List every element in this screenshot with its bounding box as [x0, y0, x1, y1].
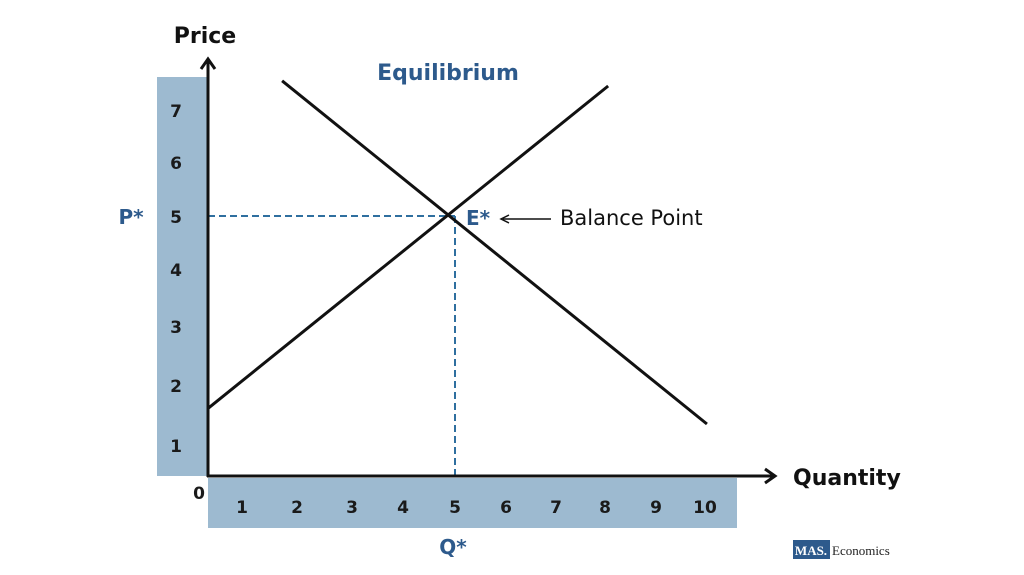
- q-star-label: Q*: [439, 535, 467, 559]
- logo: MAS. Economics: [793, 540, 890, 559]
- x-tick-label: 4: [397, 498, 409, 518]
- svg-text:Economics: Economics: [832, 543, 890, 558]
- x-tick-label: 7: [550, 498, 562, 518]
- demand-line: [281, 79, 708, 426]
- y-axis-band: [157, 77, 208, 476]
- y-axis-label: Price: [174, 24, 236, 49]
- y-tick-label: 3: [170, 318, 182, 338]
- x-tick-label: 8: [599, 498, 611, 518]
- y-tick-label: 7: [170, 102, 182, 122]
- x-tick-label: 10: [693, 498, 717, 518]
- x-tick-label: 6: [500, 498, 512, 518]
- annotation-balance-point: Balance Point: [560, 206, 703, 230]
- x-axis-arrow-icon: [764, 467, 778, 485]
- x-tick-label: 9: [650, 498, 662, 518]
- annotation-arrow-head-icon: [499, 214, 510, 224]
- y-tick-label: 2: [170, 377, 182, 397]
- supply-line: [207, 84, 610, 410]
- x-tick-label: 3: [346, 498, 358, 518]
- origin-label: 0: [193, 484, 205, 504]
- p-star-label: P*: [118, 205, 144, 229]
- y-tick-label: 6: [170, 154, 182, 174]
- y-tick-label: 5: [170, 208, 182, 228]
- x-axis-label: Quantity: [793, 466, 901, 491]
- y-axis-arrow-icon: [199, 56, 217, 70]
- y-tick-label: 1: [170, 437, 182, 457]
- equilibrium-point-label: E*: [466, 206, 491, 230]
- y-tick-label: 4: [170, 261, 182, 281]
- x-tick-label: 1: [236, 498, 248, 518]
- chart-title: Equilibrium: [377, 61, 519, 86]
- x-tick-label: 2: [291, 498, 303, 518]
- svg-text:MAS.: MAS.: [795, 543, 827, 558]
- x-tick-label: 5: [449, 498, 461, 518]
- x-axis-band: [208, 478, 737, 528]
